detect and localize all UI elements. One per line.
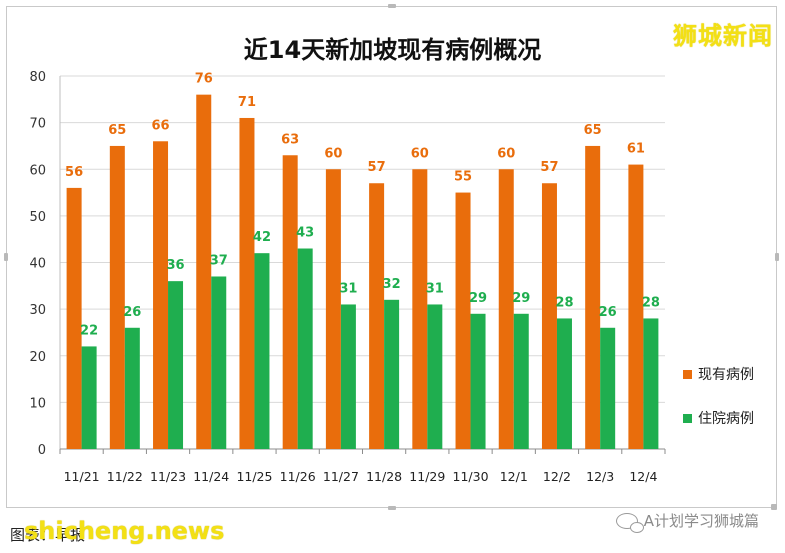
bar-current-cases [196,94,212,450]
y-tick-label: 50 [29,210,46,225]
x-tick-label: 11/28 [366,469,402,484]
legend-label-hospitalized: 住院病例 [698,411,754,427]
bar-hospitalized [254,253,270,449]
data-label-current-cases: 60 [411,146,429,161]
x-tick-label: 11/21 [64,469,100,484]
y-tick-label: 10 [29,396,46,411]
data-label-hospitalized: 36 [166,258,184,273]
bar-hospitalized [513,313,529,449]
wechat-account-name: A计划学习狮城篇 [643,512,759,530]
y-tick-label: 40 [29,257,46,272]
data-label-hospitalized: 26 [599,305,617,320]
x-tick-label: 11/23 [150,469,186,484]
data-label-hospitalized: 31 [426,281,444,296]
bar-hospitalized [340,304,356,449]
data-label-current-cases: 57 [368,160,386,175]
legend-item-hospitalized: 住院病例 [683,408,754,428]
resize-handle-corner[interactable] [771,504,777,510]
chart-source: 图表：早报 [10,526,86,544]
y-tick-label: 80 [29,70,46,85]
data-label-current-cases: 56 [65,165,83,180]
legend-swatch-current [683,369,692,379]
bar-hospitalized [297,248,313,449]
wechat-icon [615,512,644,533]
bar-current-cases [585,145,601,449]
data-label-hospitalized: 29 [512,291,530,306]
x-tick-label: 11/22 [107,469,143,484]
bar-current-cases [628,164,644,449]
data-label-current-cases: 76 [195,72,213,87]
data-label-hospitalized: 32 [383,277,401,292]
x-tick-label: 12/2 [543,469,571,484]
legend-swatch-hospitalized [683,413,692,423]
bar-current-cases [282,155,298,449]
data-label-hospitalized: 22 [80,323,98,338]
bar-hospitalized [168,281,184,449]
data-label-current-cases: 55 [454,170,472,185]
legend-label-current: 现有病例 [698,367,754,383]
y-tick-label: 0 [38,443,46,458]
bar-current-cases [412,169,428,449]
data-label-hospitalized: 42 [253,230,271,245]
x-tick-label: 11/25 [236,469,272,484]
data-label-hospitalized: 37 [210,253,228,268]
x-tick-label: 12/1 [500,469,528,484]
bar-hospitalized [384,299,400,449]
bar-current-cases [239,117,255,450]
wechat-attribution: A计划学习狮城篇 [615,510,759,533]
bar-current-cases [153,141,169,449]
chart-legend: 现有病例 住院病例 [683,364,754,452]
bar-hospitalized [211,276,227,449]
data-label-current-cases: 66 [151,118,169,133]
resize-handle-right[interactable] [775,253,779,261]
bar-hospitalized [643,318,659,449]
bar-hospitalized [600,327,616,449]
data-label-hospitalized: 43 [296,226,314,241]
bar-hospitalized [470,313,486,449]
bar-current-cases [66,187,82,449]
brand-watermark: 狮城新闻 [673,21,773,50]
data-label-hospitalized: 26 [123,305,141,320]
data-label-current-cases: 65 [584,123,602,138]
bar-current-cases [541,183,557,450]
y-tick-label: 60 [29,163,46,178]
y-tick-label: 30 [29,303,46,318]
bar-hospitalized [556,318,572,449]
resize-handle-top[interactable] [388,4,396,8]
y-tick-label: 20 [29,350,46,365]
y-tick-label: 70 [29,117,46,132]
site-watermark: shicheng.news [24,517,225,545]
x-tick-label: 12/3 [586,469,614,484]
bar-current-cases [369,183,385,450]
data-label-current-cases: 71 [238,95,256,110]
data-label-current-cases: 60 [497,146,515,161]
x-tick-label: 12/4 [629,469,657,484]
data-label-hospitalized: 28 [642,295,660,310]
x-tick-label: 11/24 [193,469,229,484]
x-tick-label: 11/29 [409,469,445,484]
x-tick-label: 11/26 [280,469,316,484]
chart-title: 近14天新加坡现有病例概况 [243,36,542,64]
x-tick-label: 11/27 [323,469,359,484]
resize-handle-bottom[interactable] [388,506,396,510]
bar-hospitalized [124,327,140,449]
bar-current-cases [498,169,514,449]
bar-current-cases [455,192,471,449]
data-label-hospitalized: 28 [555,295,573,310]
data-label-hospitalized: 29 [469,291,487,306]
bar-hospitalized [427,304,443,449]
data-label-current-cases: 65 [108,123,126,138]
data-label-current-cases: 61 [627,142,645,157]
resize-handle-left[interactable] [4,253,8,261]
data-label-current-cases: 57 [540,160,558,175]
bar-current-cases [109,145,125,449]
data-label-current-cases: 63 [281,132,299,147]
bar-hospitalized [81,346,97,449]
data-label-current-cases: 60 [324,146,342,161]
bar-current-cases [325,169,341,449]
x-tick-label: 11/30 [453,469,489,484]
data-label-hospitalized: 31 [339,281,357,296]
legend-item-current: 现有病例 [683,364,754,384]
